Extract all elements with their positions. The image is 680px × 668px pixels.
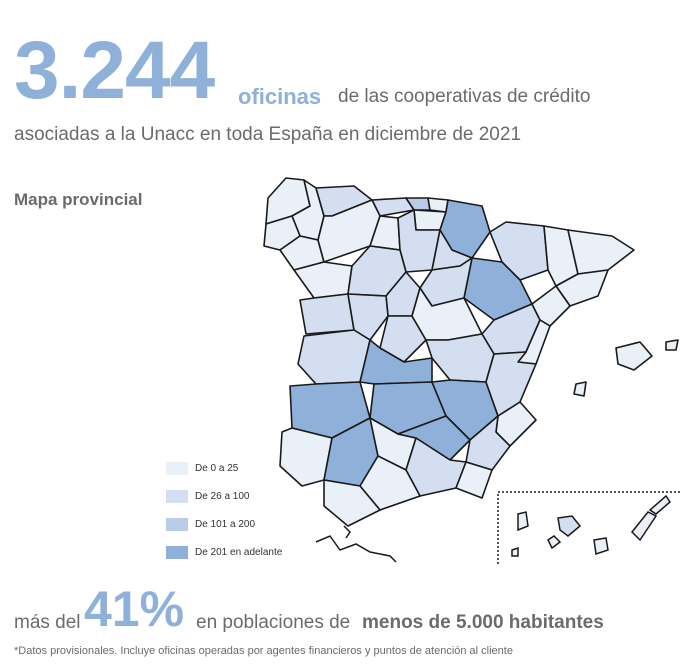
bottom-bold-text: menos de 5.000 habitantes: [362, 612, 604, 633]
province-gipuzkoa: [427, 197, 449, 213]
bottom-prefix-text: más del: [14, 612, 81, 633]
province-mallorca: [615, 341, 653, 371]
map-section-title: Mapa provincial: [14, 190, 143, 209]
legend-swatch: [166, 462, 188, 475]
headline-text: de las cooperativas de crédito: [338, 86, 591, 107]
province-almeria: [455, 461, 493, 499]
province-jaen: [397, 415, 471, 461]
legend-swatch: [166, 490, 188, 503]
province-girona: [567, 229, 635, 275]
legend-label: De 201 en adelante: [195, 547, 283, 558]
legend-label: De 26 a 100: [195, 491, 250, 502]
spain-province-map: [263, 177, 680, 564]
province-cadiz: [323, 479, 381, 527]
map-legend: De 0 a 25 De 26 a 100 De 101 a 200 De 20…: [166, 462, 282, 574]
province-caceres: [297, 329, 371, 385]
province-avila: [347, 293, 389, 341]
legend-item: De 201 en adelante: [166, 546, 282, 559]
north-africa-coast: [315, 525, 397, 563]
bottom-mid-text: en poblaciones de: [196, 612, 351, 633]
legend-label: De 101 a 200: [195, 519, 256, 530]
province-cuenca: [425, 333, 495, 383]
province-salamanca: [299, 293, 355, 335]
canary-islands-inset: [497, 491, 680, 564]
rural-percentage: 41%: [84, 581, 185, 637]
legend-swatch: [166, 546, 188, 559]
province-zamora: [293, 261, 353, 299]
legend-item: De 26 a 100: [166, 490, 282, 503]
legend-item: De 0 a 25: [166, 462, 282, 475]
headline-subtext: asociadas a la Unacc en toda España en d…: [14, 124, 522, 145]
province-menorca: [665, 339, 679, 351]
province-ibiza: [573, 381, 587, 397]
offices-unit-label: oficinas: [238, 84, 322, 109]
total-offices-number: 3.244: [14, 25, 215, 116]
province-barcelona: [555, 269, 609, 307]
province-madrid: [379, 315, 427, 363]
footnote: *Datos provisionales. Incluye oficinas o…: [14, 645, 513, 657]
legend-swatch: [166, 518, 188, 531]
legend-item: De 101 a 200: [166, 518, 282, 531]
province-tarragona: [531, 285, 571, 327]
legend-label: De 0 a 25: [195, 463, 239, 474]
